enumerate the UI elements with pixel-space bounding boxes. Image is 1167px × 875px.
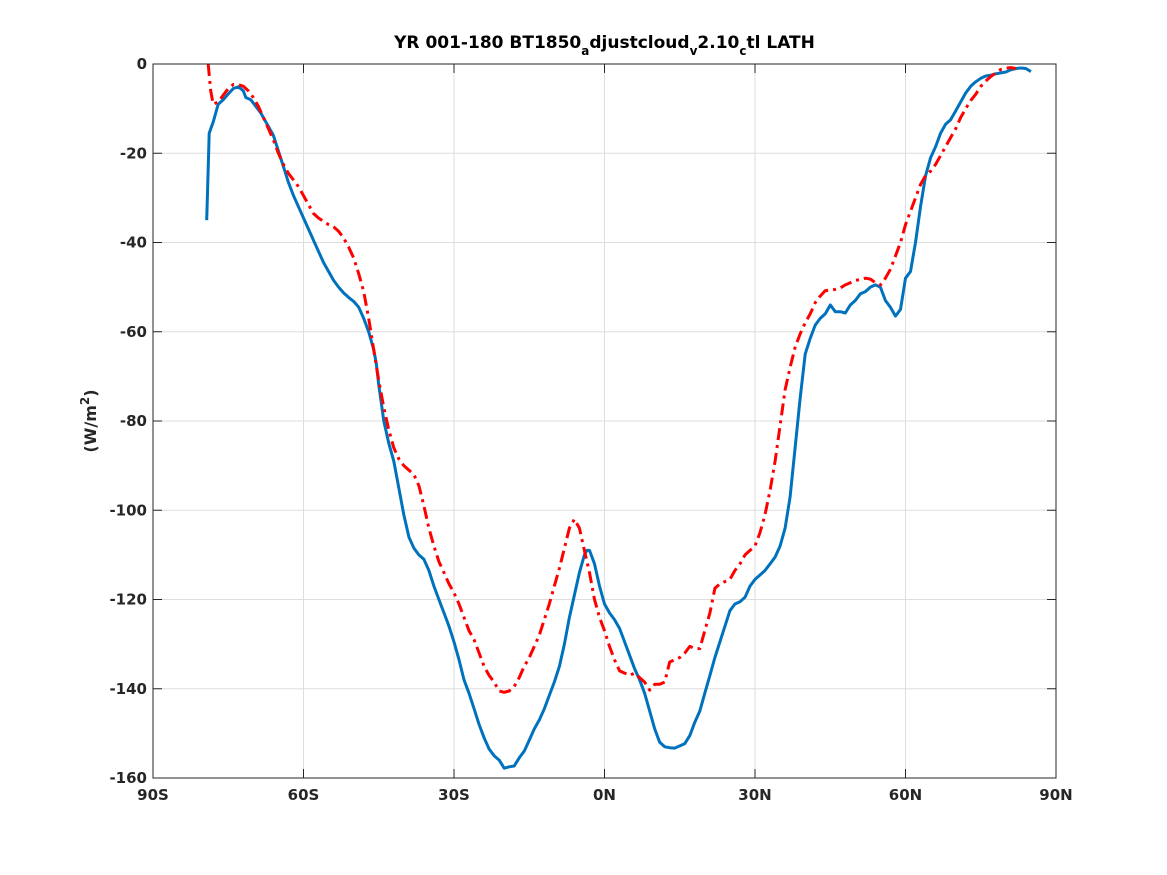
x-tick-label: 90S	[137, 786, 169, 804]
y-tick-label: -160	[109, 769, 147, 787]
ticks: 90S 60S 30S 0N 30N 60N 90N 0 -20 -40 -60 -80 -100 -12…	[109, 55, 1072, 804]
y-tick-label: -60	[120, 323, 147, 341]
series-line-0	[205, 66, 1032, 770]
y-tick-label: -100	[109, 501, 147, 519]
chart-title-part: a	[581, 44, 589, 58]
chart-title: YR 001-180 BT1850adjustcloudv2.10ctl LAT…	[393, 33, 815, 58]
y-tick-label: -120	[109, 591, 147, 609]
x-tick-label: 60S	[288, 786, 320, 804]
x-tick-label: 30N	[738, 786, 771, 804]
x-tick-label: 60N	[889, 786, 922, 804]
chart-title-part: YR 001-180 BT1850	[393, 33, 581, 53]
chart-title-part: 2.10	[697, 33, 739, 53]
series-line-1	[206, 63, 1017, 694]
y-tick-label: 0	[137, 55, 147, 73]
y-tick-label: -140	[109, 680, 147, 698]
y-axis-label-part: (W/m	[81, 405, 100, 452]
chart-title-part: tl LATH	[746, 33, 814, 53]
y-tick-label: -20	[120, 144, 147, 162]
x-tick-label: 30S	[438, 786, 470, 804]
chart-title-part: v	[690, 44, 698, 58]
x-tick-label: 90N	[1039, 786, 1072, 804]
chart-title-part: c	[739, 44, 746, 58]
y-axis-label-part: 2	[78, 397, 92, 405]
x-tick-label: 0N	[593, 786, 616, 804]
y-tick-label: -80	[120, 412, 147, 430]
y-axis-label-part: )	[81, 389, 100, 396]
chart-title-part: djustcloud	[589, 33, 689, 53]
y-axis-label: (W/m2)	[78, 389, 100, 452]
series-layer	[205, 63, 1032, 770]
y-tick-label: -40	[120, 234, 147, 252]
